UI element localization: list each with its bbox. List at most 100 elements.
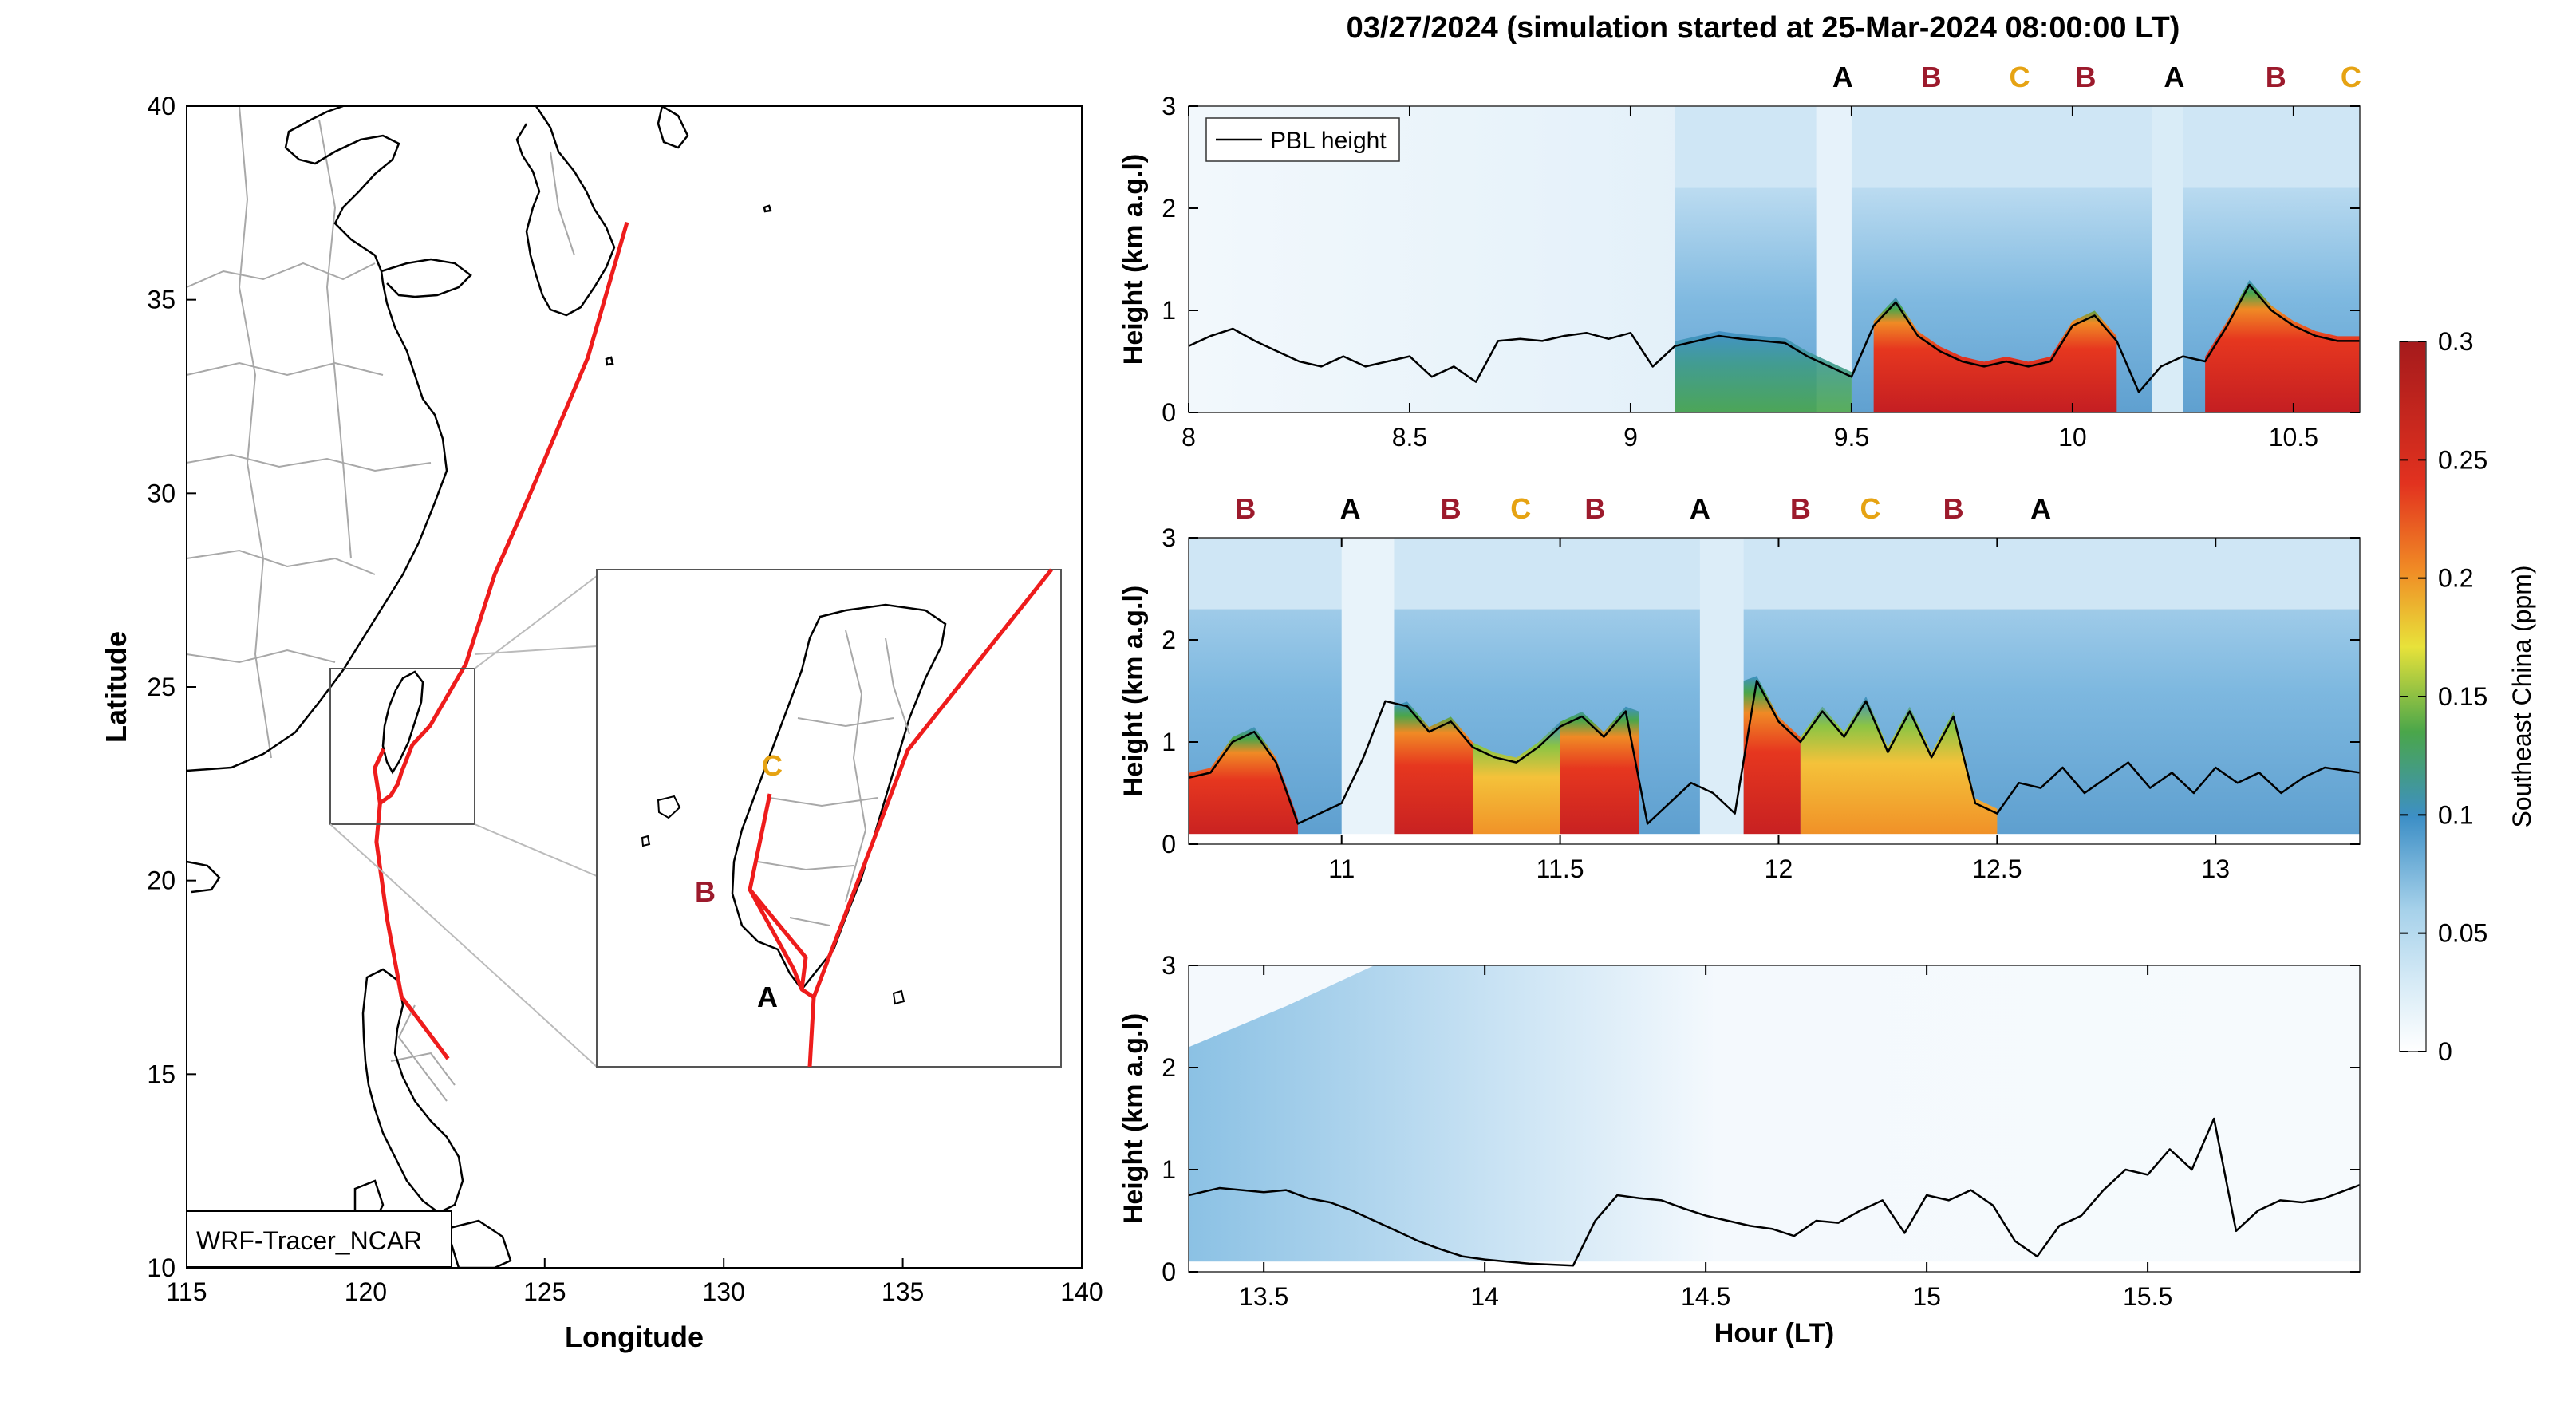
concentration-layer (1189, 965, 1375, 1048)
time-height-panel-3: 13.5 14 14.5 15 15.5 0 1 2 3 Height (km a.g.l) Hou… (1118, 951, 2361, 1348)
inset-trajectory-line (748, 888, 808, 990)
trajectory-line (374, 221, 629, 1060)
inset-connector-line (329, 823, 598, 1068)
inset-admin-border (885, 637, 910, 735)
panel-ylabel: Height (km a.g.l) (1118, 586, 1149, 796)
ytick-label: 0 (1162, 830, 1176, 858)
map-coastlines (186, 105, 772, 1269)
map-xtick-label: 120 (345, 1277, 387, 1306)
colorbar-tick-label: 0 (2438, 1037, 2452, 1066)
colorbar-tick-label: 0.15 (2438, 682, 2487, 711)
inset-source-box (329, 668, 475, 825)
site-label-B: B (1441, 492, 1462, 525)
panel-field (1189, 965, 2360, 1272)
coastline (186, 105, 448, 772)
map-xtick-label: 130 (703, 1277, 745, 1306)
map-xtick-label: 135 (882, 1277, 924, 1306)
site-label-C: C (1510, 492, 1531, 525)
site-label-B: B (1790, 492, 1811, 525)
site-label-B: B (1921, 61, 1942, 93)
admin-border (186, 453, 432, 472)
map-track (373, 221, 629, 1060)
admin-border (390, 1052, 456, 1086)
colorbar-tick-label: 0.3 (2438, 327, 2473, 356)
admin-border (186, 549, 376, 575)
inset-connector-line (474, 823, 598, 877)
inset-admin-border (769, 797, 878, 807)
inset-connector-line (474, 645, 598, 655)
inset-site-label-C: C (762, 749, 783, 782)
inset-admin-border (789, 917, 830, 926)
xtick-label: 10.5 (2269, 423, 2318, 452)
site-label-C: C (1860, 492, 1881, 525)
inset-connector-line (474, 575, 598, 669)
inset-content: A B C (641, 568, 1053, 1068)
concentration-layer (1189, 1261, 2360, 1272)
coastline (445, 1219, 512, 1269)
ytick-label: 0 (1162, 398, 1176, 427)
inset-trajectory-line (748, 793, 816, 1068)
xtick-label: 9.5 (1834, 423, 1869, 452)
map-ytick-label: 35 (147, 286, 176, 314)
concentration-plume (1800, 696, 1998, 844)
xtick-label: 13.5 (1239, 1282, 1288, 1311)
concentration-plume (1394, 701, 1473, 844)
xtick-label: 11.5 (1537, 855, 1584, 883)
xtick-label: 10 (2058, 423, 2087, 452)
coastline (657, 105, 689, 149)
coastline (186, 860, 221, 894)
ytick-label: 1 (1162, 296, 1176, 325)
inset-island (657, 795, 681, 819)
concentration-plume (1675, 331, 1852, 412)
admin-border (397, 1004, 448, 1102)
concentration-layer (2152, 106, 2183, 412)
site-label-C: C (2341, 61, 2361, 93)
concentration-plume (1873, 297, 2117, 412)
map-inset: A B C (596, 568, 1062, 1068)
inset-admin-border (845, 630, 867, 902)
admin-border (550, 151, 575, 256)
concentration-layer (1699, 538, 1744, 844)
inset-island (892, 989, 905, 1005)
site-label-B: B (1584, 492, 1605, 525)
xtick-label: 11 (1328, 855, 1355, 883)
xtick-label: 8.5 (1392, 423, 1427, 452)
ytick-label: 2 (1162, 1053, 1176, 1082)
site-label-B: B (2076, 61, 2097, 93)
xtick-label: 14 (1470, 1282, 1499, 1311)
colorbar-tick-label: 0.25 (2438, 445, 2487, 474)
coastline (381, 670, 424, 775)
map-ylabel: Latitude (100, 631, 132, 743)
panel-ylabel: Height (km a.g.l) (1118, 154, 1149, 365)
pbl-height-line (1189, 283, 2360, 393)
panel-xlabel: Hour (LT) (1714, 1318, 1834, 1348)
colorbar-tick-label: 0.1 (2438, 800, 2473, 829)
site-label-B: B (2266, 61, 2286, 93)
inset-site-label-A: A (757, 981, 778, 1013)
map-ytick-label: 30 (147, 479, 176, 507)
panel-field (1189, 538, 2360, 844)
site-label-A: A (1690, 492, 1710, 525)
concentration-plume (2205, 280, 2360, 412)
inset-trajectory-line (811, 568, 1053, 998)
colorbar-tick-label: 0.2 (2438, 564, 2473, 593)
admin-border (318, 119, 352, 559)
concentration-layer (1341, 538, 1395, 844)
panel-axes-box (1188, 537, 2361, 845)
map-ytick-label: 40 (147, 92, 176, 120)
concentration-plume (1560, 706, 1639, 844)
ytick-label: 0 (1162, 1257, 1176, 1286)
site-label-B: B (1943, 492, 1964, 525)
concentration-layer (1675, 106, 2360, 188)
ytick-label: 2 (1162, 194, 1176, 223)
coastline (381, 258, 472, 298)
concentration-plume (1743, 676, 1801, 844)
map-xtick-label: 125 (523, 1277, 566, 1306)
map-legend-label: WRF-Tracer_NCAR (196, 1226, 422, 1255)
map-ticks: 115 120 125 130 135 140 10 15 20 25 30 35 40 (147, 92, 1103, 1306)
panel-axes-box (1188, 965, 2361, 1273)
map-ytick-label: 10 (147, 1253, 176, 1282)
ytick-label: 3 (1162, 92, 1176, 120)
panel-axes-box (1188, 105, 2361, 413)
